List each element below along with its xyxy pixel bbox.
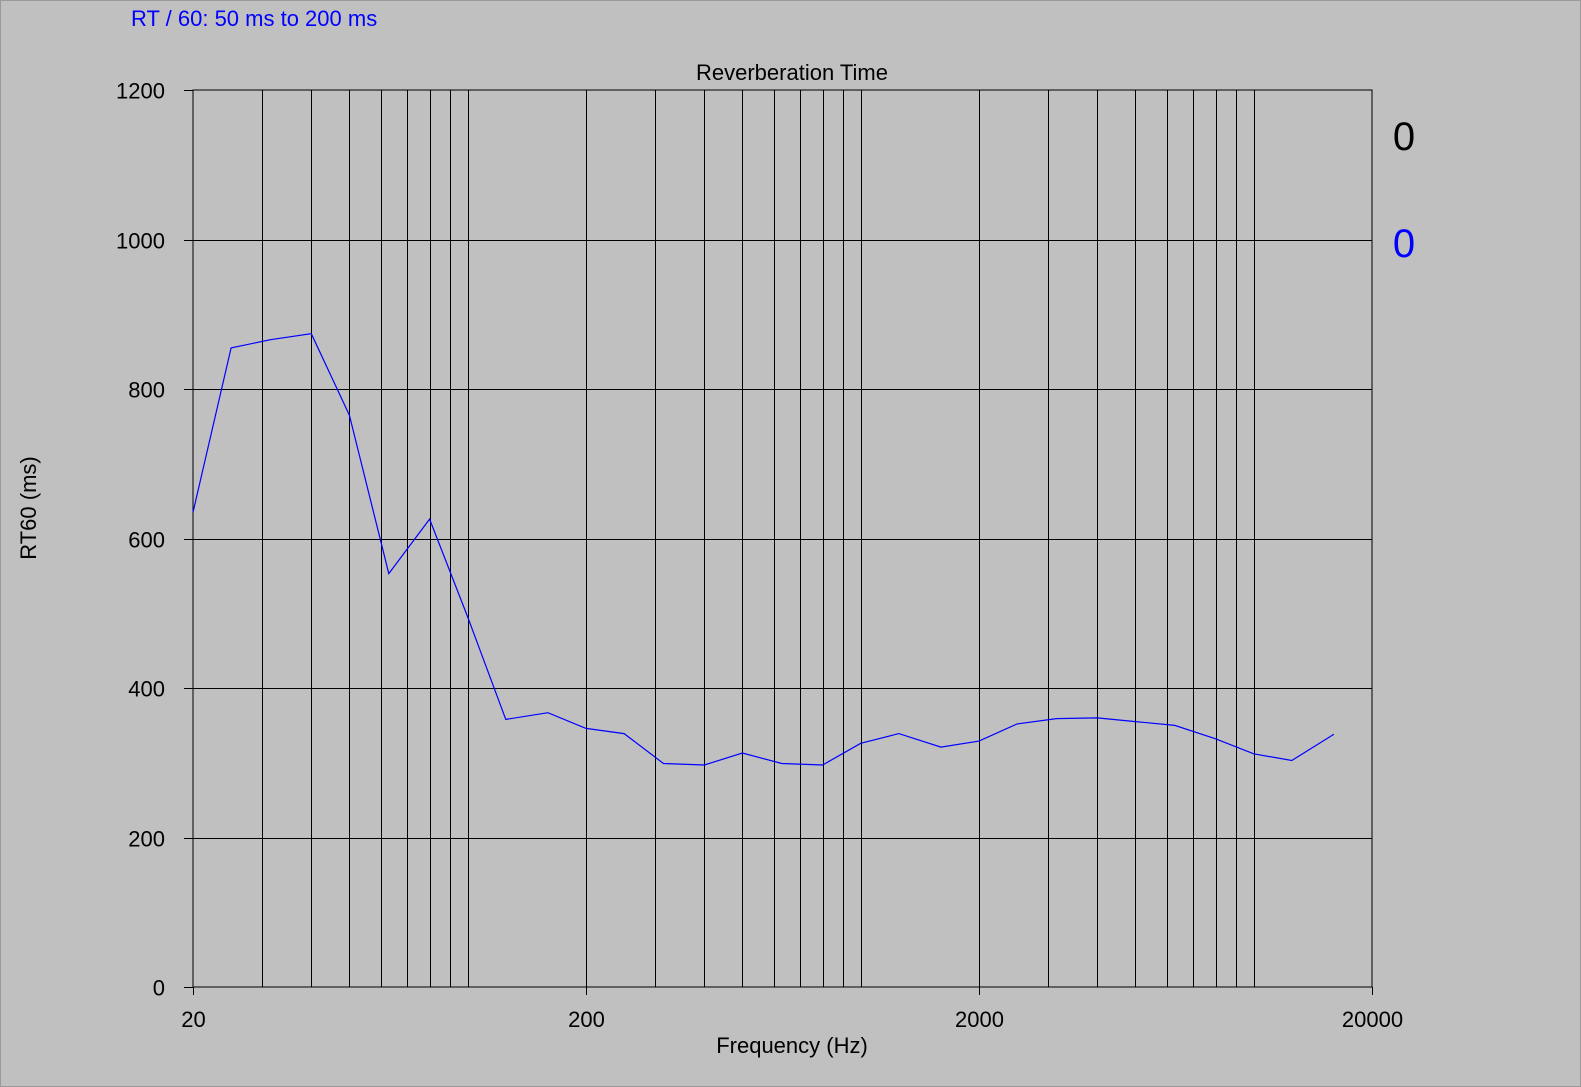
- plot-area-border: [192, 89, 1373, 988]
- indicator-blue: 0: [1393, 222, 1415, 266]
- y-tick-label: 1000: [116, 229, 165, 254]
- x-tick-label: 20: [181, 1007, 205, 1032]
- x-axis-label: Frequency (Hz): [716, 1033, 868, 1058]
- y-axis-label: RT60 (ms): [16, 456, 41, 560]
- y-tick-label: 0: [153, 976, 165, 1001]
- y-tick-label: 600: [128, 528, 165, 553]
- y-tick-label: 1200: [116, 79, 165, 104]
- series-line: [192, 333, 1335, 766]
- y-tick-label: 800: [128, 378, 165, 403]
- series-layer: [192, 333, 1335, 766]
- x-tick-label: 200: [568, 1007, 605, 1032]
- x-tick-label: 2000: [955, 1007, 1004, 1032]
- indicator-black: 0: [1393, 115, 1415, 159]
- x-tick-label: 20000: [1342, 1007, 1403, 1032]
- y-tick-label: 400: [128, 677, 165, 702]
- axis-ticks: 0 200 400 600 800 1000 1200 20 200 2000 20000: [116, 79, 1403, 1033]
- measurement-range-label: RT / 60: 50 ms to 200 ms: [131, 6, 378, 31]
- chart-title: Reverberation Time: [696, 60, 888, 85]
- y-tick-label: 200: [128, 827, 165, 852]
- grid: [193, 90, 1372, 987]
